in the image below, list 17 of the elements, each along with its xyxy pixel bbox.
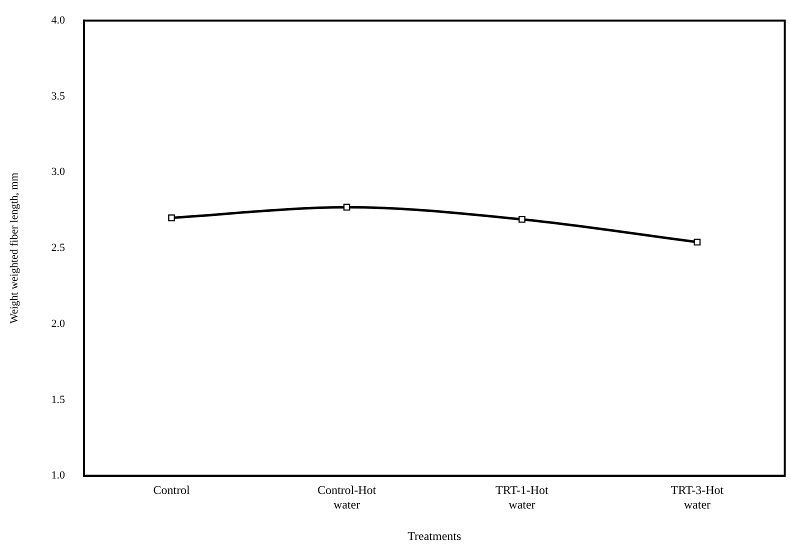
x-tick-label: Control xyxy=(153,483,191,498)
point xyxy=(343,204,350,211)
y-tick-label: 3.0 xyxy=(51,166,66,178)
y-tick-label: 4.0 xyxy=(51,14,66,26)
x-tick-label: TRT-1-Hot water xyxy=(496,483,550,512)
point xyxy=(168,214,175,222)
x-tick-label: Control-Hot water xyxy=(317,483,377,512)
y-tick-label: 3.5 xyxy=(51,90,66,102)
x-tick-label: TRT-3-Hot water xyxy=(670,483,724,512)
x-axis-title: Treatments xyxy=(408,528,462,543)
y-tick-label: 1.5 xyxy=(51,394,66,406)
y-tick-label: 1.0 xyxy=(51,470,66,482)
y-axis-title: Weight weighted fiber length, mm xyxy=(8,172,20,324)
point xyxy=(518,216,526,223)
y-tick-label: 2.5 xyxy=(51,242,66,254)
y-tick-label: 2.0 xyxy=(51,318,66,330)
point xyxy=(694,238,701,246)
